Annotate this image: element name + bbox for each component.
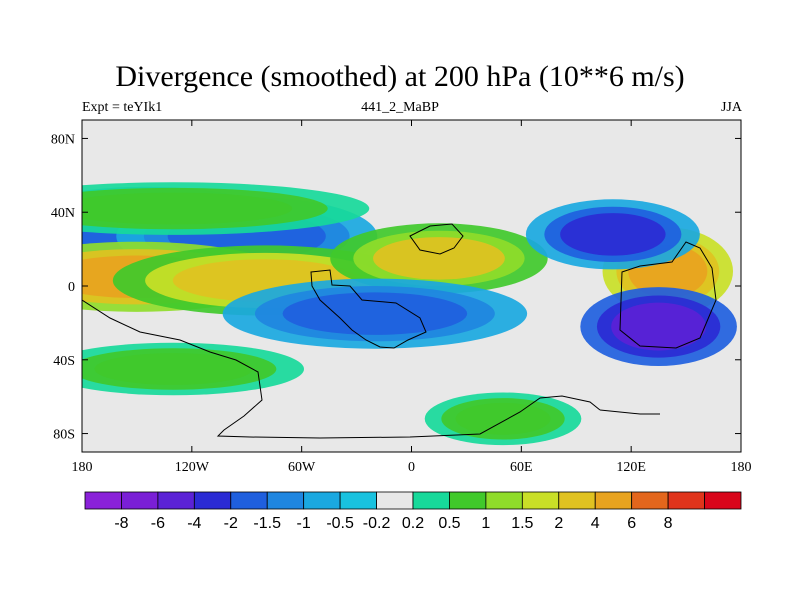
colorbar-label: -4 [187, 515, 201, 532]
colorbar-swatch [485, 491, 523, 510]
y-tick-label: 80N [51, 132, 75, 147]
colorbar-swatch [704, 491, 742, 510]
x-tick-label: 0 [408, 460, 415, 475]
colorbar-label: 2 [554, 515, 563, 532]
colorbar-label: 4 [591, 515, 600, 532]
northern-green-band-40n [82, 192, 293, 225]
y-tick-label: 80S [53, 428, 75, 443]
x-tick-label: 180 [72, 460, 93, 475]
coastline-australia [619, 241, 717, 349]
colorbar-label: 0.2 [402, 515, 424, 532]
colorbar-swatch [521, 491, 560, 510]
colorbar-swatch [339, 491, 377, 510]
colorbar-label: -2 [224, 515, 238, 532]
colorbar-label: -1.5 [253, 515, 281, 532]
coastline-antarctic-edge [599, 409, 660, 415]
colorbar-swatch [412, 491, 450, 510]
southern-green-band-40s [94, 353, 253, 385]
colorbar-swatch [667, 491, 705, 510]
asia-blue-min [560, 213, 666, 256]
colorbar-label: -1 [297, 515, 311, 532]
colorbar-swatch [449, 491, 487, 510]
colorbar-label: -0.5 [326, 515, 354, 532]
south-indian-green-patch [455, 402, 551, 435]
colorbar-swatch [631, 491, 669, 510]
south-america-blue-min [282, 292, 468, 335]
colorbar-swatch [84, 491, 122, 510]
divergence-field [82, 182, 737, 446]
colorbar-label: 1 [481, 515, 490, 532]
x-tick-label: 60W [288, 460, 316, 475]
season-label: JJA [720, 100, 742, 115]
x-tick-label: 120E [616, 460, 646, 475]
colorbar-swatch [376, 491, 414, 510]
colorbar-label: 0.5 [438, 515, 460, 532]
case-label: 441_2_MaBP [361, 100, 439, 115]
x-tick-label: 120W [175, 460, 210, 475]
colorbar-swatch [303, 491, 341, 510]
colorbar: -8 -6 -4 -2 -1.5 -1 -0.5 -0.2 0.2 0.5 1 1.5 2 4 6 8 [84, 491, 742, 532]
colorbar-label: 1.5 [511, 515, 533, 532]
y-tick-label: 40S [53, 354, 75, 369]
coastline-arabia [409, 223, 464, 255]
x-tick-label: 60E [510, 460, 533, 475]
x-tick-label: 180 [731, 460, 752, 475]
colorbar-swatch [193, 491, 232, 510]
colorbar-swatch [266, 491, 305, 510]
colorbar-swatch [230, 491, 268, 510]
colorbar-label: 6 [627, 515, 636, 532]
axis-ticks: 180 120W 60W 0 60E 120E 180 80N 40N 0 40S 80S [51, 120, 752, 475]
colorbar-label: -0.2 [363, 515, 391, 532]
colorbar-swatch [558, 491, 596, 510]
colorbar-label: -6 [151, 515, 165, 532]
y-tick-label: 0 [68, 280, 75, 295]
colorbar-swatch [594, 491, 633, 510]
coastline-south-america [82, 299, 601, 439]
coastlines [82, 223, 717, 439]
africa-yellow-max [373, 237, 505, 280]
coastline-africa [310, 269, 427, 349]
y-tick-label: 40N [51, 206, 75, 221]
chart-title: Divergence (smoothed) at 200 hPa (10**6 … [115, 60, 685, 93]
experiment-label: Expt = teYIk1 [82, 100, 163, 115]
colorbar-label: -8 [114, 515, 128, 532]
colorbar-swatch [121, 491, 159, 510]
west-pacific-purple-min [611, 302, 707, 351]
colorbar-label: 8 [664, 515, 673, 532]
colorbar-swatch [157, 491, 195, 510]
